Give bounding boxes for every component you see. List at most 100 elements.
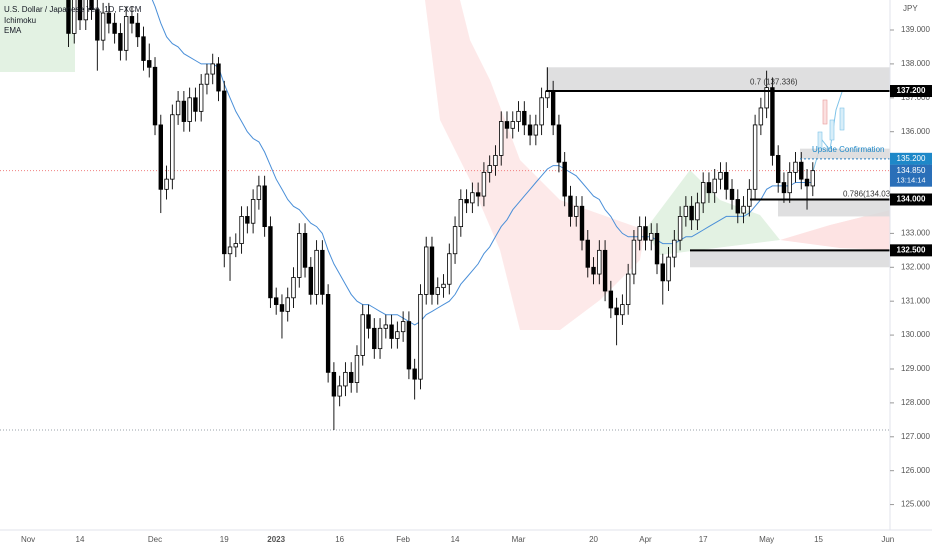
candle-body — [452, 226, 458, 255]
candle-body — [493, 155, 498, 166]
x-tick-label: May — [759, 535, 774, 544]
candle-body — [250, 199, 256, 224]
candle-body — [175, 100, 181, 116]
candle-body — [470, 192, 475, 204]
candle-body — [83, 0, 88, 21]
x-tick-label: 14 — [451, 535, 460, 544]
candle-body — [158, 124, 163, 190]
candle-body — [123, 16, 129, 51]
candle-body — [325, 294, 331, 373]
price-tag — [890, 164, 932, 187]
candle-body — [348, 371, 354, 383]
y-tick-label: 132.000 — [901, 262, 930, 271]
candle-body — [810, 170, 815, 187]
cloud-green — [0, 0, 75, 72]
annotation: 0.786(134.033) — [843, 189, 898, 198]
candle-body — [164, 178, 169, 190]
candle-body — [268, 226, 273, 299]
candle-body — [66, 0, 71, 34]
x-tick-label: 17 — [699, 535, 708, 544]
candle-body — [752, 124, 758, 190]
candle-body — [735, 199, 740, 214]
candle-body — [793, 161, 798, 173]
candle-body — [764, 87, 769, 109]
candle-body — [291, 277, 296, 299]
price-tag — [890, 85, 932, 98]
candle-body — [458, 199, 464, 228]
candle-body — [285, 297, 290, 312]
cloud-red — [780, 210, 890, 250]
candle-body — [781, 182, 787, 194]
candle-body — [654, 232, 660, 265]
candle-body — [400, 321, 406, 333]
candle-body — [712, 178, 717, 194]
candle-body — [106, 12, 112, 24]
candle-body — [314, 249, 319, 295]
candle-body — [527, 124, 533, 136]
candle-body — [366, 314, 371, 329]
y-tick-label: 138.000 — [901, 59, 930, 68]
price-tag-label: 135.200 — [897, 154, 926, 163]
candle-body — [273, 297, 279, 305]
candle-body — [510, 121, 515, 129]
candle-body — [550, 90, 556, 126]
candle-body — [210, 63, 215, 75]
candle-body — [585, 239, 590, 268]
candle-body — [516, 110, 521, 122]
y-tick-label: 125.000 — [901, 500, 930, 509]
chart-title: U.S. Dollar / Japanese Yen, 1D, FXCM — [4, 5, 142, 14]
x-tick-label: 2023 — [267, 535, 285, 544]
y-tick-label: 130.000 — [901, 330, 930, 339]
candle-body — [700, 182, 706, 204]
candle-body — [147, 60, 152, 68]
candle-body — [193, 97, 198, 112]
candle-body — [256, 185, 262, 200]
candle-body — [597, 249, 602, 275]
candle-body — [343, 371, 348, 387]
y-tick-label: 137.000 — [901, 93, 930, 102]
x-tick-label: Dec — [148, 535, 162, 544]
price-tag — [890, 152, 932, 165]
candle-body — [297, 232, 302, 278]
candle-body — [643, 226, 648, 241]
candle-body — [302, 232, 308, 268]
countdown-label: 13:14:14 — [896, 176, 925, 185]
candle-body — [579, 205, 585, 241]
candle-body — [354, 355, 360, 383]
candle-body — [574, 205, 579, 217]
x-tick-label: Mar — [512, 535, 526, 544]
candle-body — [198, 83, 204, 112]
candle-body — [337, 385, 342, 397]
candle-body — [660, 263, 665, 282]
y-tick-label: 126.000 — [901, 466, 930, 475]
candle-body — [435, 287, 440, 295]
candle-body — [239, 216, 244, 244]
candle-body — [770, 87, 775, 156]
indicator-label: Ichimoku — [4, 16, 36, 25]
candle-body — [100, 12, 106, 41]
candle-body — [233, 243, 238, 248]
candle-body — [614, 307, 619, 316]
candle-body — [568, 195, 573, 217]
candle-body — [631, 239, 637, 275]
candle-body — [377, 327, 383, 350]
candle-body — [637, 226, 642, 241]
candle-body — [672, 239, 677, 258]
candle-body — [625, 273, 631, 305]
candle-body — [89, 0, 94, 11]
candle-body — [539, 97, 544, 126]
price-tag — [890, 193, 932, 206]
y-tick-label: 136.000 — [901, 127, 930, 136]
candle-body — [187, 97, 192, 122]
annotation: Upside Confirmation — [812, 145, 884, 154]
candle-body — [135, 22, 140, 38]
candle-body — [412, 368, 417, 380]
candle-body — [729, 188, 735, 200]
candle-body — [799, 161, 804, 180]
candle-body — [499, 121, 504, 156]
candle-body — [389, 324, 394, 339]
candle-body — [591, 266, 596, 275]
candle-body — [227, 246, 233, 255]
candle-body — [360, 314, 365, 356]
candle-body — [556, 124, 562, 163]
